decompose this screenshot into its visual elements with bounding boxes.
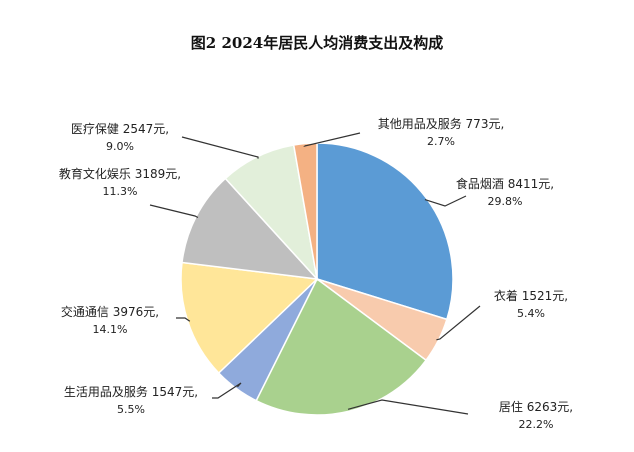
leader-line-3 xyxy=(347,399,469,415)
pie-slice-3 xyxy=(255,277,428,416)
slice-amount: 773元, xyxy=(462,117,505,131)
slice-percent-4: 5.5% xyxy=(117,403,145,416)
slice-percent-7: 9.0% xyxy=(106,140,134,153)
slice-name: 衣着 xyxy=(494,288,518,303)
slice-label-7: 医疗保健 2547元, xyxy=(71,122,169,136)
slice-label-2: 衣着 1521元, xyxy=(494,288,568,303)
leader-line-8 xyxy=(303,132,361,148)
slice-name: 食品烟酒 xyxy=(456,176,504,191)
slice-label-4: 生活用品及服务 1547元, xyxy=(64,384,198,399)
slice-amount: 3976元, xyxy=(109,305,159,319)
slice-name: 生活用品及服务 xyxy=(64,384,148,399)
slice-percent-6: 11.3% xyxy=(103,185,138,198)
slice-name: 医疗保健 xyxy=(71,122,119,136)
slice-label-3: 居住 6263元, xyxy=(499,400,573,414)
slice-label-8: 其他用品及服务 773元, xyxy=(378,116,505,131)
pie-slice-1 xyxy=(316,142,454,321)
pie-slices xyxy=(180,142,454,416)
slice-percent-1: 29.8% xyxy=(488,195,523,208)
slice-label-5: 交通通信 3976元, xyxy=(61,304,159,319)
leader-line-7 xyxy=(181,136,259,159)
leader-line-4 xyxy=(212,382,242,399)
slice-amount: 1547元, xyxy=(148,385,198,399)
slice-name: 交通通信 xyxy=(61,304,109,319)
pie-slice-5 xyxy=(180,261,319,375)
slice-percent-5: 14.1% xyxy=(93,323,128,336)
slice-name: 教育文化娱乐 xyxy=(59,166,131,181)
slice-labels: 食品烟酒 8411元, 29.8% 衣着 1521元, 5.4% 居住 6263元, 22… xyxy=(59,116,573,431)
chart-title: 图2 2024年居民人均消费支出及构成 xyxy=(191,34,443,52)
leader-line-2 xyxy=(436,305,481,341)
leader-lines xyxy=(149,132,481,415)
slice-label-6: 教育文化娱乐 3189元, xyxy=(59,166,181,181)
slice-amount: 2547元, xyxy=(119,122,169,136)
slice-name: 其他用品及服务 xyxy=(378,116,462,131)
slice-label-1: 食品烟酒 8411元, xyxy=(456,176,554,191)
slice-amount: 1521元, xyxy=(518,289,568,303)
leader-line-6 xyxy=(149,204,199,219)
slice-percent-3: 22.2% xyxy=(519,418,554,431)
slice-amount: 3189元, xyxy=(131,167,181,181)
slice-percent-8: 2.7% xyxy=(427,135,455,148)
slice-amount: 8411元, xyxy=(504,177,554,191)
slice-percent-2: 5.4% xyxy=(517,307,545,320)
slice-name: 居住 xyxy=(499,400,523,414)
leader-line-5 xyxy=(176,317,191,322)
slice-amount: 6263元, xyxy=(523,400,573,414)
leader-line-1 xyxy=(424,195,467,207)
